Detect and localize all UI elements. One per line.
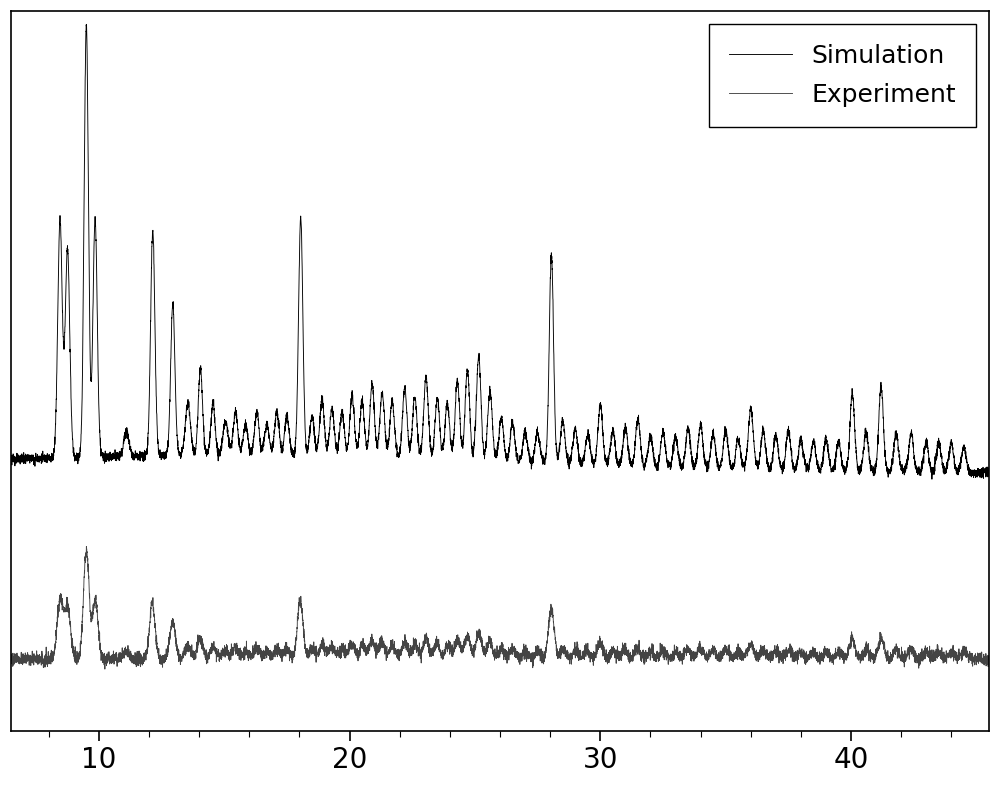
Experiment [983,655,995,665]
Experiment [782,645,794,655]
Experiment [99,664,111,674]
Experiment [359,644,371,653]
Experiment [584,648,596,658]
Experiment [80,542,92,551]
Experiment [54,596,66,605]
Simulation [926,474,938,484]
Experiment [5,655,17,665]
Simulation [5,457,17,466]
Legend: Simulation, Experiment: Simulation, Experiment [709,24,976,126]
Simulation [81,20,93,29]
Experiment [627,655,639,665]
Simulation [626,462,638,472]
Experiment [730,653,742,663]
Line: Experiment: Experiment [11,546,989,669]
Simulation [983,465,995,474]
Simulation [584,435,596,444]
Simulation [359,429,371,438]
Simulation [782,426,794,436]
Simulation [54,217,66,226]
Simulation [730,443,742,452]
Line: Simulation: Simulation [11,24,989,479]
